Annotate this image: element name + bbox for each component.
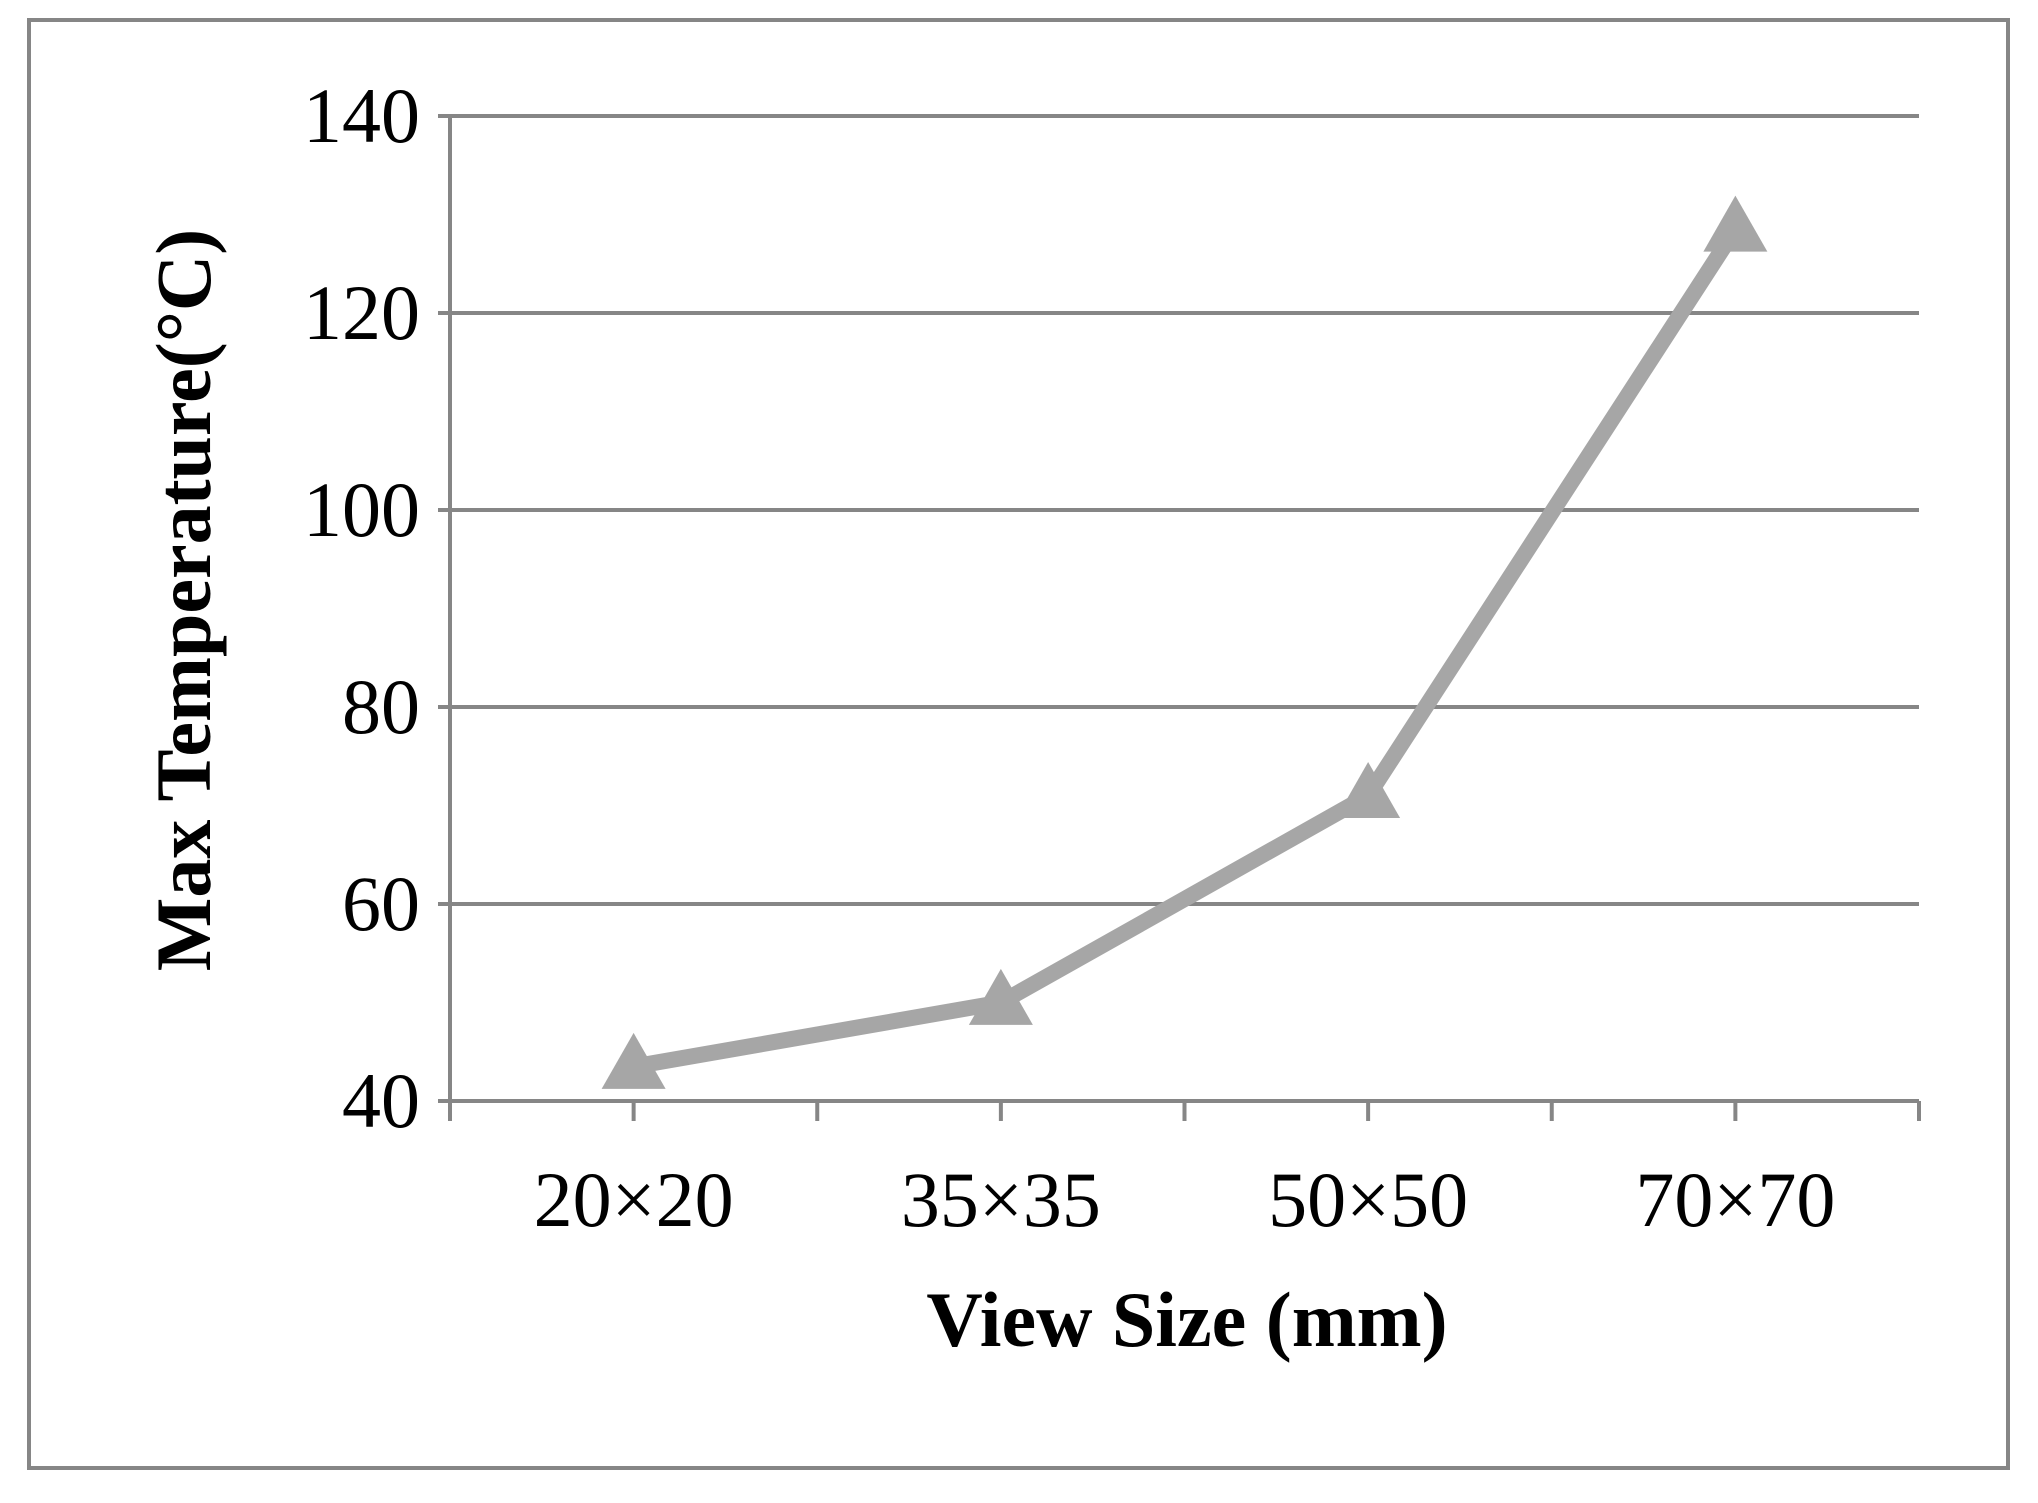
y-tick-label: 80 [342, 663, 420, 750]
y-tick-label: 40 [342, 1057, 420, 1144]
x-tick-label: 70×70 [1635, 1156, 1835, 1243]
triangle-marker [1703, 195, 1768, 252]
triangle-marker [968, 968, 1033, 1025]
y-tick-label: 100 [303, 466, 420, 553]
x-tick-label: 35×35 [901, 1156, 1101, 1243]
x-tick-label: 50×50 [1268, 1156, 1468, 1243]
y-tick-label: 60 [342, 860, 420, 947]
y-tick-label: 140 [303, 72, 420, 159]
x-tick-label: 20×20 [534, 1156, 734, 1243]
x-axis-title: View Size (mm) [926, 1276, 1447, 1363]
series-line [625, 221, 1744, 1075]
y-tick-label: 120 [303, 269, 420, 356]
series [601, 195, 1768, 1089]
axes: 40 60 80 100 120 140 20×20 35×35 50×50 70×70 [303, 72, 1921, 1243]
triangle-marker [1336, 762, 1401, 819]
y-axis-title: Max Temperature(°C) [140, 229, 227, 971]
chart-frame [27, 18, 2010, 1470]
triangle-marker [601, 1032, 666, 1089]
